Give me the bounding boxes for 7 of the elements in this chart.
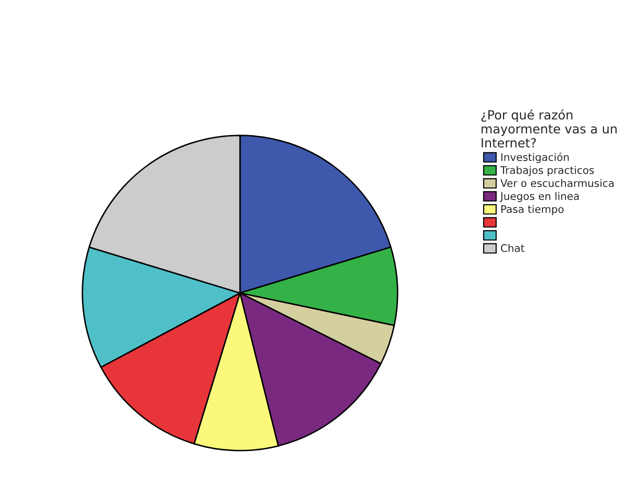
- legend-label: Investigación: [501, 152, 569, 164]
- legend-label: Juegos en linea: [500, 192, 579, 202]
- legend-label: Trabajos practicos: [500, 166, 594, 176]
- legend-label: Ver o escucharmusica: [500, 178, 614, 188]
- legend-label: Chat: [500, 244, 524, 252]
- legend-title: ¿Por qué razón mayormente vas a un Internet?: [481, 109, 617, 148]
- legend-label: Pasa tiempo: [501, 204, 564, 216]
